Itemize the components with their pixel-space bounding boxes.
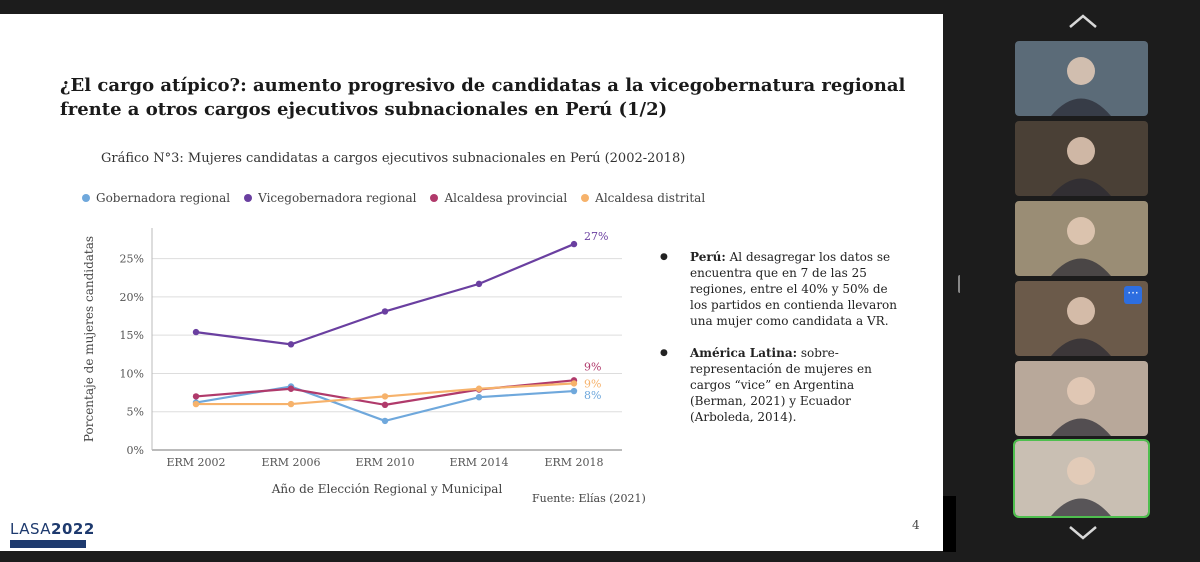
- legend-label: Gobernadora regional: [96, 191, 231, 205]
- data-point: [287, 385, 295, 392]
- chart-source: Fuente: Elías (2021): [532, 492, 646, 505]
- data-point: [475, 280, 483, 288]
- x-tick-label: ERM 2006: [261, 456, 320, 469]
- y-tick-label: 10%: [120, 367, 144, 380]
- legend-item: Gobernadora regional: [82, 191, 230, 205]
- x-axis-label: Año de Elección Regional y Municipal: [271, 482, 503, 496]
- legend-label: Alcaldesa provincial: [444, 191, 568, 205]
- slide-edge: [943, 496, 956, 552]
- y-tick-label: 0%: [127, 444, 144, 457]
- legend-swatch: [581, 194, 590, 202]
- legend-item: Alcaldesa provincial: [430, 191, 567, 205]
- y-tick-label: 5%: [127, 406, 144, 419]
- bullet-text: Al desagregar los datos se encuentra que…: [690, 250, 898, 328]
- data-label: 8%: [584, 389, 601, 402]
- presentation-slide: ¿El cargo atípico?: aumento progresivo d…: [0, 14, 943, 551]
- participant-3-video-tile[interactable]: [1015, 201, 1148, 276]
- avatar-icon: [1051, 137, 1111, 196]
- x-tick-label: ERM 2014: [449, 456, 508, 469]
- legend-swatch: [430, 194, 439, 202]
- data-point: [381, 417, 389, 425]
- participant-6-video-tile[interactable]: [1013, 439, 1150, 518]
- bullet-heading: Perú:: [690, 250, 726, 264]
- bullet-heading: América Latina:: [690, 346, 798, 360]
- avatar-icon: [1051, 377, 1111, 436]
- x-tick-label: ERM 2010: [355, 456, 414, 469]
- participant-2-video-tile[interactable]: [1015, 121, 1148, 196]
- y-tick-label: 15%: [120, 329, 144, 342]
- logo-bar: [10, 540, 86, 548]
- x-tick-label: ERM 2018: [544, 456, 603, 469]
- data-point: [192, 393, 200, 400]
- bullet-item: Perú: Al desagregar los datos se encuent…: [660, 249, 900, 329]
- data-point: [570, 387, 578, 395]
- legend-item: Alcaldesa distrital: [581, 191, 705, 205]
- lasa-logo: LASA2022: [10, 520, 95, 548]
- legend-label: Vicegobernadora regional: [258, 191, 417, 205]
- y-axis-label: Porcentaje de mujeres candidatas: [82, 236, 96, 442]
- logo-name: LASA: [10, 520, 52, 538]
- legend-swatch: [244, 194, 253, 202]
- data-point: [381, 393, 389, 400]
- data-point: [192, 400, 200, 408]
- bullet-text: sobre-representación de mujeres en cargo…: [690, 346, 872, 424]
- avatar-icon: [1051, 217, 1111, 276]
- avatar-icon: [1051, 457, 1111, 516]
- data-point: [192, 328, 200, 336]
- more-icon[interactable]: ···: [1124, 286, 1142, 304]
- data-point: [570, 380, 578, 387]
- chart-legend: Gobernadora regional Vicegobernadora reg…: [82, 191, 705, 205]
- y-tick-label: 20%: [120, 291, 144, 304]
- logo-text: LASA2022: [10, 520, 95, 538]
- data-point: [287, 400, 295, 408]
- series-line: [195, 379, 575, 406]
- bullet-item: América Latina: sobre-representación de …: [660, 345, 900, 425]
- legend-label: Alcaldesa distrital: [595, 191, 706, 205]
- chevron-up-icon[interactable]: [1068, 10, 1098, 34]
- participant-5-video-tile[interactable]: [1015, 361, 1148, 436]
- avatar-icon: [1051, 57, 1111, 116]
- chevron-down-icon[interactable]: [1068, 522, 1098, 546]
- data-label: 9%: [584, 360, 601, 373]
- legend-item: Vicegobernadora regional: [244, 191, 416, 205]
- line-chart: 0% 5% 10% 15% 20% 25% ERM 2002 ERM 2006 ERM 2010…: [82, 228, 622, 496]
- data-point: [381, 308, 389, 315]
- data-label: 9%: [584, 377, 601, 390]
- x-tick-label: ERM 2002: [166, 456, 225, 469]
- data-point: [381, 401, 389, 409]
- participant-1-video-tile[interactable]: [1015, 41, 1148, 116]
- data-point: [287, 341, 295, 348]
- data-point: [570, 240, 578, 248]
- data-point: [475, 385, 483, 392]
- bullet-list: Perú: Al desagregar los datos se encuent…: [660, 249, 900, 441]
- data-label: 27%: [584, 230, 608, 243]
- chart-caption: Gráfico N°3: Mujeres candidatas a cargos…: [101, 151, 686, 166]
- avatar-icon: [1051, 297, 1111, 356]
- legend-swatch: [82, 194, 90, 202]
- slide-title: ¿El cargo atípico?: aumento progresivo d…: [60, 75, 906, 120]
- logo-year: 2022: [51, 520, 95, 538]
- y-tick-label: 25%: [120, 253, 144, 266]
- page-number: 4: [912, 518, 920, 532]
- data-point: [475, 393, 483, 401]
